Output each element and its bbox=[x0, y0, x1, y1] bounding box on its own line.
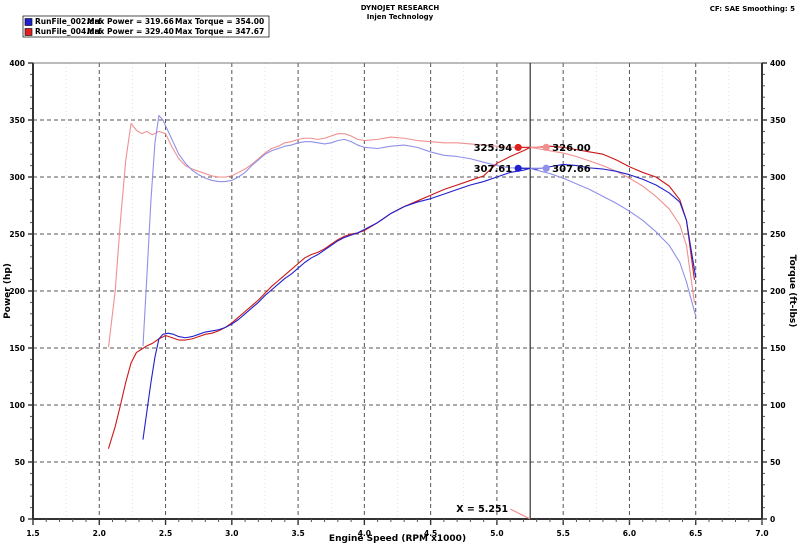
x-axis-tick-label: 6.5 bbox=[689, 529, 702, 538]
x-axis-tick-label: 2.0 bbox=[93, 529, 106, 538]
y2-axis-tick-label: 0 bbox=[770, 515, 775, 524]
series-line bbox=[142, 114, 697, 347]
x-axis-tick-label: 2.5 bbox=[159, 529, 172, 538]
y2-axis-title: Torque (ft-lbs) bbox=[787, 255, 797, 328]
y-axis-tick-label: 350 bbox=[9, 116, 25, 125]
y-axis-tick-label: 250 bbox=[9, 230, 25, 239]
y-axis-tick-label: 100 bbox=[9, 401, 25, 410]
x-axis-tick-label: 3.5 bbox=[291, 529, 304, 538]
legend-color-swatch bbox=[24, 28, 33, 36]
x-axis-tick-label: 1.5 bbox=[26, 529, 39, 538]
y-axis-tick-label: 300 bbox=[9, 173, 25, 182]
x-axis-tick-label: 4.0 bbox=[358, 529, 371, 538]
series-line bbox=[142, 163, 697, 440]
y2-axis-tick-label: 250 bbox=[770, 230, 786, 239]
y2-axis-tick-label: 150 bbox=[770, 344, 786, 353]
y2-axis-tick-label: 300 bbox=[770, 173, 786, 182]
x-axis-tick-label: 5.5 bbox=[557, 529, 570, 538]
cursor-readout-dot bbox=[514, 164, 522, 172]
cursor-readout-label: 325.94 bbox=[474, 143, 513, 154]
legend-color-swatch bbox=[24, 18, 33, 26]
y-axis-tick-label: 150 bbox=[9, 344, 25, 353]
x-axis-tick-label: 7.0 bbox=[755, 529, 768, 538]
y-axis-title: Power (hp) bbox=[3, 263, 13, 319]
legend-max-power: Max Power = 329.40 bbox=[87, 27, 174, 36]
legend-max-torque: Max Torque = 354.00 bbox=[175, 17, 264, 26]
cursor-readout-label: 307.66 bbox=[552, 164, 591, 175]
cursor-readout-dot bbox=[542, 164, 550, 172]
x-axis-tick-label: 4.5 bbox=[424, 529, 437, 538]
y2-axis-tick-label: 350 bbox=[770, 116, 786, 125]
series-line bbox=[108, 145, 695, 449]
y-axis-tick-label: 200 bbox=[9, 287, 25, 296]
x-axis-tick-label: 3.0 bbox=[225, 529, 238, 538]
legend-file-label: RunFile_004.drf bbox=[35, 27, 102, 36]
legend-max-torque: Max Torque = 347.67 bbox=[175, 27, 264, 36]
y2-axis-tick-label: 100 bbox=[770, 401, 786, 410]
y-axis-tick-label: 400 bbox=[9, 59, 25, 68]
legend-max-power: Max Power = 319.66 bbox=[87, 17, 174, 26]
header-title: DYNOJET RESEARCH bbox=[361, 4, 440, 12]
x-axis-title: Engine Speed (RPM x1000) bbox=[329, 534, 466, 544]
y-axis-tick-label: 50 bbox=[15, 458, 25, 467]
cursor-readout-dot bbox=[514, 143, 522, 152]
series-line bbox=[108, 122, 695, 348]
legend-box bbox=[22, 15, 270, 38]
cursor-readout-label: 326.00 bbox=[552, 143, 591, 154]
legend-file-label: RunFile_002.drf bbox=[35, 17, 102, 26]
cursor-readout-dot bbox=[542, 143, 550, 151]
x-axis-tick-label: 6.0 bbox=[623, 529, 636, 538]
cursor-x-label: X = 5.251 bbox=[456, 504, 508, 515]
cursor-readout-label: 307.61 bbox=[474, 164, 513, 175]
y-axis-tick-label: 0 bbox=[20, 515, 25, 524]
header-corner-info: CF: SAE Smoothing: 5 bbox=[710, 5, 795, 13]
y2-axis-tick-label: 400 bbox=[770, 59, 786, 68]
cursor-x-leader-line bbox=[509, 508, 531, 520]
y2-axis-tick-label: 50 bbox=[770, 458, 780, 467]
header-subtitle: Injen Technology bbox=[367, 13, 434, 21]
y2-axis-tick-label: 200 bbox=[770, 287, 786, 296]
x-axis-tick-label: 5.0 bbox=[490, 529, 503, 538]
